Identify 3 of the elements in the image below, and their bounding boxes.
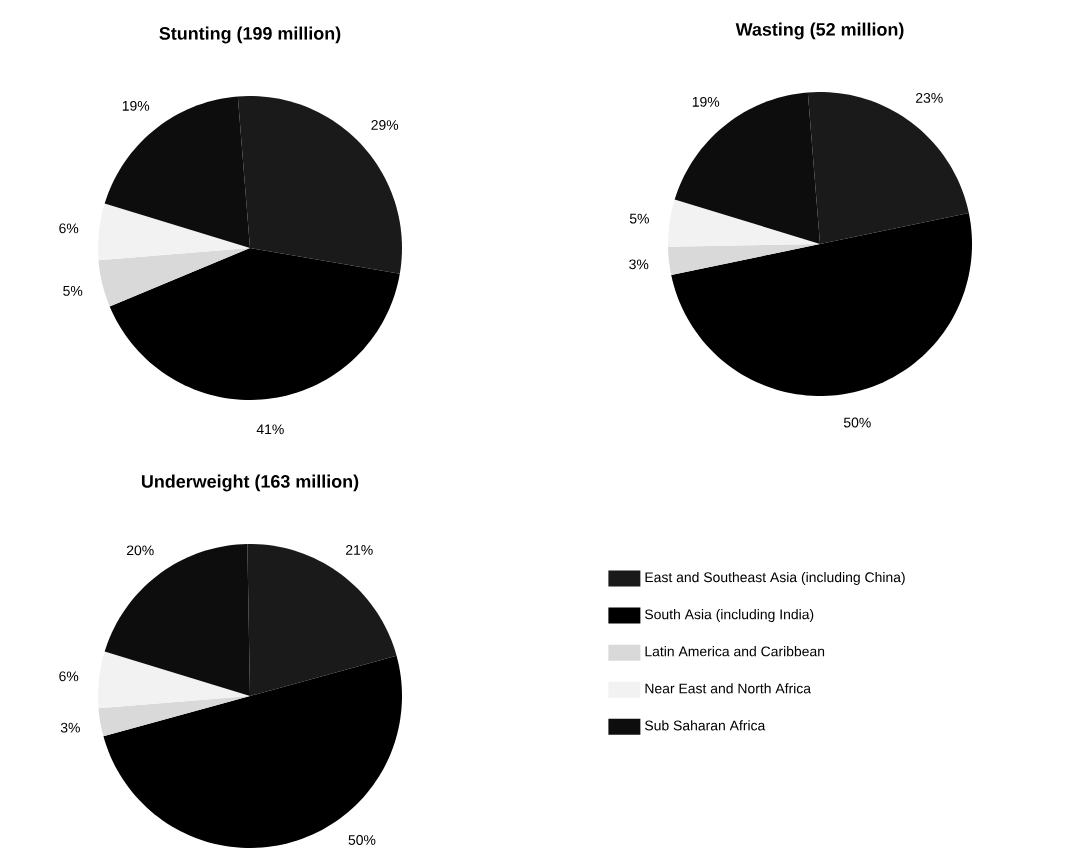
chart-title: Stunting (199 million) — [159, 26, 341, 44]
chart-title: Wasting (52 million) — [735, 22, 904, 40]
chart-title: Underweight (163 million) — [141, 474, 359, 492]
